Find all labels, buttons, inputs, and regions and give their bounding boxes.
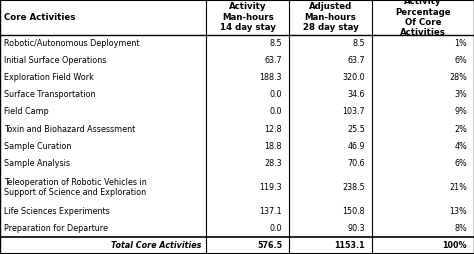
Text: 188.3: 188.3: [260, 73, 282, 82]
Text: Initial Surface Operations: Initial Surface Operations: [4, 56, 106, 65]
Text: 8.5: 8.5: [352, 39, 365, 48]
Text: Sample Analysis: Sample Analysis: [4, 159, 70, 168]
Text: Sample Curation: Sample Curation: [4, 142, 71, 151]
Text: Exploration Field Work: Exploration Field Work: [4, 73, 94, 82]
Text: 90.3: 90.3: [347, 224, 365, 233]
Text: 63.7: 63.7: [347, 56, 365, 65]
Text: 100%: 100%: [442, 241, 467, 250]
Text: 12.8: 12.8: [264, 125, 282, 134]
Text: 70.6: 70.6: [347, 159, 365, 168]
Text: 13%: 13%: [449, 207, 467, 216]
Text: 8.5: 8.5: [269, 39, 282, 48]
Text: 25.5: 25.5: [347, 125, 365, 134]
Text: 3%: 3%: [454, 90, 467, 99]
Text: 1%: 1%: [454, 39, 467, 48]
Text: 576.5: 576.5: [257, 241, 282, 250]
Text: 28.3: 28.3: [264, 159, 282, 168]
Text: Toxin and Biohazard Assessment: Toxin and Biohazard Assessment: [4, 125, 135, 134]
Text: 137.1: 137.1: [259, 207, 282, 216]
Text: 6%: 6%: [454, 159, 467, 168]
Text: 4%: 4%: [454, 142, 467, 151]
Text: Life Sciences Experiments: Life Sciences Experiments: [4, 207, 109, 216]
Text: Robotic/Autonomous Deployment: Robotic/Autonomous Deployment: [4, 39, 139, 48]
Text: 320.0: 320.0: [342, 73, 365, 82]
Text: 8%: 8%: [454, 224, 467, 233]
Text: 150.8: 150.8: [342, 207, 365, 216]
Text: 18.8: 18.8: [264, 142, 282, 151]
Text: 0.0: 0.0: [270, 107, 282, 117]
Text: 34.6: 34.6: [347, 90, 365, 99]
Text: 28%: 28%: [449, 73, 467, 82]
Text: 46.9: 46.9: [347, 142, 365, 151]
Text: Preparation for Departure: Preparation for Departure: [4, 224, 108, 233]
Text: 103.7: 103.7: [342, 107, 365, 117]
Text: 0.0: 0.0: [270, 224, 282, 233]
Text: 21%: 21%: [449, 183, 467, 192]
Text: Teleoperation of Robotic Vehicles in
Support of Science and Exploration: Teleoperation of Robotic Vehicles in Sup…: [4, 178, 146, 197]
Text: Activity
Percentage
Of Core
Activities: Activity Percentage Of Core Activities: [395, 0, 451, 37]
Text: 238.5: 238.5: [342, 183, 365, 192]
Text: 119.3: 119.3: [259, 183, 282, 192]
Text: Surface Transportation: Surface Transportation: [4, 90, 95, 99]
Text: Total Core Activities: Total Core Activities: [111, 241, 201, 250]
Text: Adjusted
Man-hours
28 day stay: Adjusted Man-hours 28 day stay: [303, 3, 358, 32]
Text: 0.0: 0.0: [270, 90, 282, 99]
Text: 9%: 9%: [454, 107, 467, 117]
Text: Core Activities: Core Activities: [4, 13, 75, 22]
Text: 1153.1: 1153.1: [334, 241, 365, 250]
Text: Activity
Man-hours
14 day stay: Activity Man-hours 14 day stay: [220, 3, 275, 32]
Text: 2%: 2%: [454, 125, 467, 134]
Text: 6%: 6%: [454, 56, 467, 65]
Text: Field Camp: Field Camp: [4, 107, 48, 117]
Text: 63.7: 63.7: [264, 56, 282, 65]
